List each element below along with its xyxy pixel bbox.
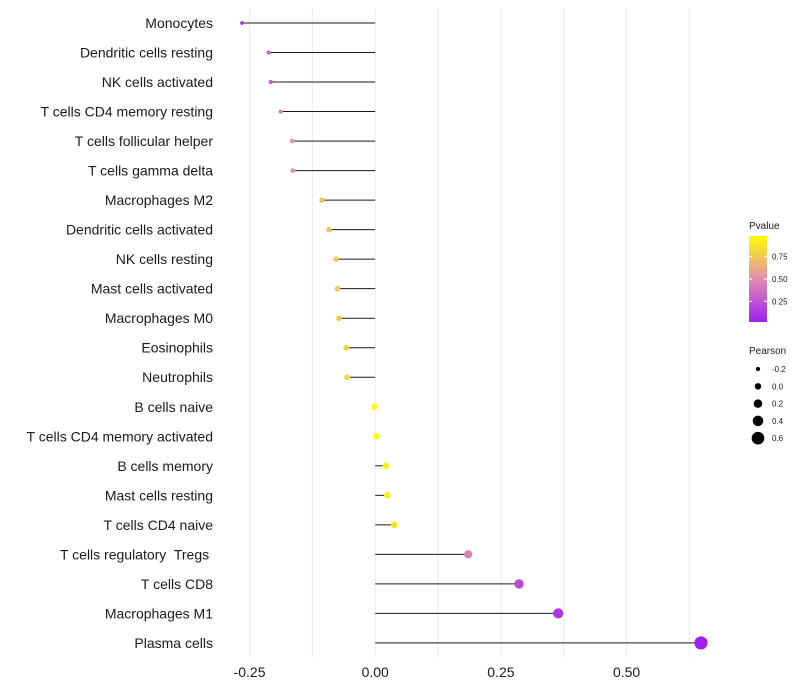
pearson-legend-label: 0.4 <box>772 417 784 426</box>
category-label: Plasma cells <box>134 635 213 651</box>
pearson-legend-key <box>752 415 764 427</box>
pvalue-legend-label: 0.75 <box>772 253 788 262</box>
pearson-legend-label: 0.0 <box>772 382 784 391</box>
category-label: T cells follicular helper <box>75 133 214 149</box>
category-label: B cells naive <box>134 399 213 415</box>
x-tick-labels: -0.25 0.00 0.25 0.50 <box>234 664 641 680</box>
point <box>382 462 390 470</box>
point <box>343 344 349 351</box>
point <box>268 79 273 85</box>
pearson-legend-key <box>751 431 765 445</box>
category-label: Eosinophils <box>141 340 213 356</box>
category-label: Monocytes <box>145 15 213 31</box>
category-labels: Monocytes Dendritic cells resting NK cells… <box>27 15 214 651</box>
points <box>240 21 708 650</box>
pearson-legend-key <box>755 366 761 372</box>
category-label: Macrophages M1 <box>105 605 213 621</box>
category-label: Macrophages M2 <box>105 192 213 208</box>
x-tick-label: 0.50 <box>613 664 640 680</box>
pvalue-legend-label: 0.25 <box>772 297 788 306</box>
x-tick-label: 0.00 <box>362 664 389 680</box>
point <box>390 521 398 529</box>
point <box>371 403 378 410</box>
point <box>334 285 341 292</box>
point <box>373 433 380 440</box>
category-label: T cells CD4 memory resting <box>41 104 213 120</box>
category-label: T cells gamma delta <box>88 163 213 179</box>
category-label: NK cells activated <box>102 74 213 90</box>
point <box>290 168 296 173</box>
point <box>553 608 564 619</box>
category-label: Neutrophils <box>142 369 213 385</box>
category-label: T cells CD4 naive <box>104 517 214 533</box>
pvalue-legend-label: 0.50 <box>772 275 788 284</box>
pearson-legend-title: Pearson <box>749 346 786 357</box>
pearson-legend-label: 0.6 <box>772 434 784 443</box>
category-label: B cells memory <box>117 458 213 474</box>
category-label: Macrophages M0 <box>105 310 213 326</box>
x-tick-label: -0.25 <box>234 664 266 680</box>
point <box>326 226 332 233</box>
category-label: T cells CD4 memory activated <box>27 428 213 444</box>
point <box>514 579 524 589</box>
point <box>240 21 244 25</box>
pearson-legend: Pearson -0.2 0.0 0.2 0.4 0.6 <box>749 346 786 445</box>
point <box>278 109 283 114</box>
category-label: NK cells resting <box>116 251 213 267</box>
pvalue-legend: Pvalue 0.25 0.50 0.75 <box>749 221 788 322</box>
stems <box>242 22 701 644</box>
category-label: Dendritic cells activated <box>66 222 213 238</box>
category-label: Mast cells resting <box>105 487 213 503</box>
grid-lines <box>249 8 690 657</box>
point <box>344 374 350 381</box>
pvalue-colorbar <box>749 236 767 322</box>
point <box>383 491 391 499</box>
pearson-legend-key <box>753 399 763 408</box>
point <box>289 138 295 144</box>
pearson-legend-key <box>754 383 762 390</box>
category-label: T cells CD8 <box>141 576 213 592</box>
pearson-legend-label: 0.2 <box>772 400 784 409</box>
pearson-legend-label: -0.2 <box>772 365 786 374</box>
point <box>694 636 708 650</box>
point <box>336 315 342 322</box>
point <box>266 50 271 55</box>
pvalue-legend-title: Pvalue <box>749 221 780 232</box>
category-label: T cells regulatory Tregs <box>60 546 213 562</box>
point <box>333 256 339 262</box>
point <box>319 197 325 203</box>
category-label: Mast cells activated <box>91 281 213 297</box>
category-label: Dendritic cells resting <box>80 45 213 61</box>
x-tick-label: 0.25 <box>487 664 514 680</box>
point <box>464 550 473 559</box>
